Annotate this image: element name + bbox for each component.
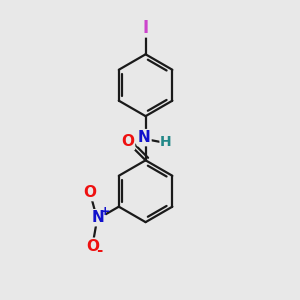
Text: O: O [83, 185, 96, 200]
Text: I: I [142, 19, 148, 37]
Text: O: O [87, 239, 100, 254]
Text: H: H [160, 135, 172, 149]
Text: N: N [138, 130, 151, 145]
Text: O: O [121, 134, 134, 149]
Text: -: - [96, 243, 103, 258]
Text: N: N [92, 210, 105, 225]
Text: +: + [100, 205, 111, 218]
